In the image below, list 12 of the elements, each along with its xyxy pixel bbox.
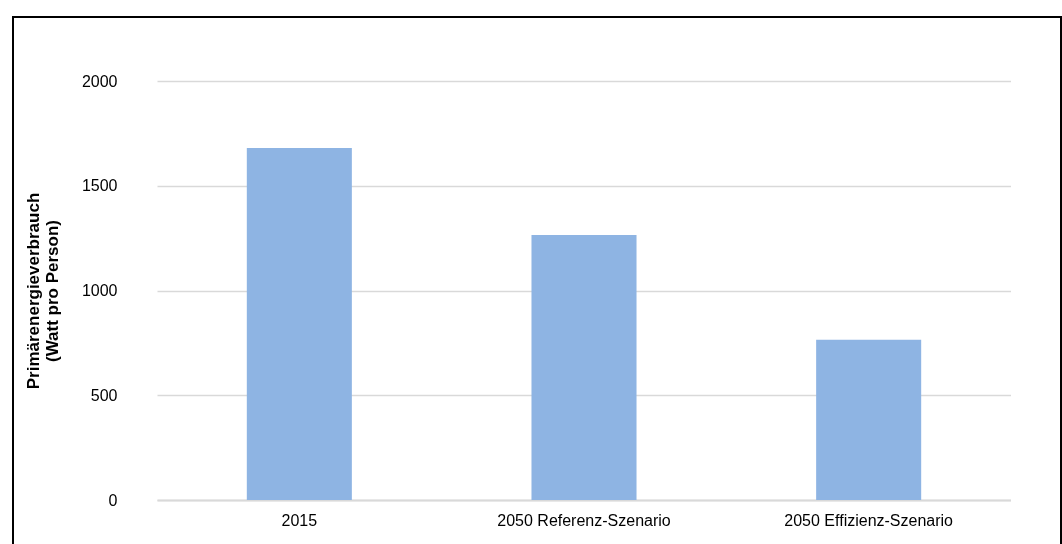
bar — [531, 234, 637, 500]
y-axis-title: Primärenergieverbrauch (Watt pro Person) — [23, 192, 62, 390]
y-tick-label: 500 — [90, 386, 118, 404]
y-tick-label: 2000 — [81, 72, 118, 90]
x-tick-label: 2050 Effizienz-Szenario — [784, 511, 954, 529]
y-tick-label: 1500 — [81, 177, 118, 195]
y-tick-label: 0 — [108, 491, 118, 509]
y-tick-label: 1000 — [81, 282, 118, 299]
x-tick-label: 2050 Referenz-Szenario — [497, 511, 671, 529]
bar — [246, 148, 352, 500]
bar — [816, 339, 922, 500]
x-tick-label: 2015 — [281, 511, 318, 529]
